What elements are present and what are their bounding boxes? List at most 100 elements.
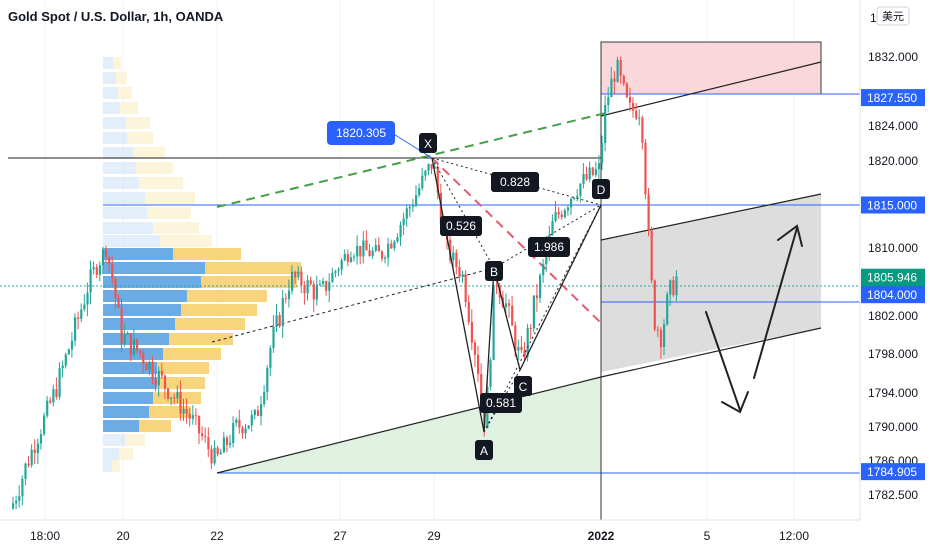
candle-body xyxy=(399,225,402,238)
candle-body xyxy=(312,284,315,300)
time-tick-label: 18:00 xyxy=(30,529,60,543)
candle-body xyxy=(139,350,142,354)
candle-body xyxy=(591,167,594,176)
candle-body xyxy=(266,367,269,393)
candle-body xyxy=(529,327,532,329)
candle-body xyxy=(101,249,105,266)
candle-body xyxy=(120,307,123,345)
candle-body xyxy=(238,419,241,428)
vp-bar xyxy=(133,147,165,159)
candle-body xyxy=(526,327,529,357)
candle-body xyxy=(163,375,167,389)
candle-body xyxy=(656,329,659,331)
candle-body xyxy=(365,240,368,251)
projection-arrows xyxy=(705,224,803,414)
price-tag-label: 1815.000 xyxy=(867,199,917,213)
currency-button[interactable]: 美元 xyxy=(876,6,910,26)
vp-bar xyxy=(103,276,201,288)
candle-body xyxy=(111,263,114,279)
candle-body xyxy=(610,78,613,98)
vp-bar xyxy=(127,132,153,144)
candle-body xyxy=(402,218,405,226)
candle-body xyxy=(294,271,297,278)
price-tick-label: 1820.000 xyxy=(868,154,918,168)
candle-body xyxy=(421,175,424,189)
price-tags: 1827.5501815.0001805.94613:081804.000178… xyxy=(861,89,925,481)
time-tick-label: 2022 xyxy=(588,529,615,543)
vp-bar xyxy=(103,57,113,69)
candle-body xyxy=(455,252,458,268)
vp-bar xyxy=(103,222,153,234)
candle-body xyxy=(263,392,266,405)
svg-text:B: B xyxy=(490,265,498,279)
vp-bar xyxy=(126,117,150,129)
candle-body xyxy=(244,428,247,434)
candle-body xyxy=(340,260,343,270)
candle-body xyxy=(349,257,353,262)
candle-body xyxy=(315,284,318,300)
time-axis[interactable] xyxy=(0,520,932,550)
vp-bar xyxy=(103,318,175,330)
candle-body xyxy=(560,214,563,218)
ratio-label-ac: 0.581 xyxy=(486,396,516,410)
candle-body xyxy=(148,361,151,371)
candle-body xyxy=(275,315,278,327)
candle-body xyxy=(393,241,396,249)
candle-body xyxy=(123,334,126,345)
candle-body xyxy=(77,317,80,319)
candle-body xyxy=(380,251,384,259)
ratio-box-bd xyxy=(528,237,570,257)
candle-body xyxy=(566,207,570,211)
candle-body xyxy=(21,478,24,497)
point-b-marker: B xyxy=(485,261,503,281)
vp-bar xyxy=(103,177,139,189)
candlesticks xyxy=(12,56,678,510)
candle-body xyxy=(542,264,545,276)
price-tick-label: 1810.000 xyxy=(868,241,918,255)
candle-body xyxy=(145,363,148,371)
vp-bar xyxy=(173,248,241,260)
candle-body xyxy=(371,250,374,257)
vp-bar xyxy=(113,57,121,69)
candle-body xyxy=(204,436,207,438)
candle-body xyxy=(359,245,362,257)
candle-body xyxy=(480,373,483,397)
candle-body xyxy=(297,271,300,278)
candle-body xyxy=(89,269,92,293)
vp-bar xyxy=(103,434,125,446)
candle-body xyxy=(318,283,322,285)
volume-profile xyxy=(103,57,301,472)
candle-body xyxy=(585,173,588,180)
candle-body xyxy=(24,463,27,479)
candle-body xyxy=(129,333,132,355)
candle-body xyxy=(253,410,256,415)
candle-body xyxy=(517,346,520,351)
candle-body xyxy=(492,285,495,360)
candle-body xyxy=(514,325,517,351)
candle-body xyxy=(650,230,653,281)
candle-body xyxy=(588,167,591,180)
reference-lines xyxy=(0,42,860,520)
vp-bar xyxy=(160,235,212,247)
candle-body xyxy=(201,433,204,437)
candle-body xyxy=(433,166,436,169)
price-tick-label: 1782.500 xyxy=(868,488,918,502)
candle-body xyxy=(306,280,309,294)
candle-body xyxy=(557,212,560,215)
vp-bar xyxy=(103,102,120,114)
candle-body xyxy=(194,415,198,417)
candle-body xyxy=(179,391,182,414)
vp-bar xyxy=(175,318,245,330)
candle-body xyxy=(337,269,340,272)
candle-body xyxy=(653,280,656,330)
candle-body xyxy=(356,245,359,257)
candle-body xyxy=(430,164,433,169)
candle-body xyxy=(418,188,421,196)
vp-bar xyxy=(103,117,126,129)
vp-bar xyxy=(136,162,173,174)
vp-bar xyxy=(139,420,171,432)
price-tag-label: 1805.946 xyxy=(867,271,917,285)
candle-body xyxy=(461,274,464,277)
svg-text:D: D xyxy=(597,183,606,197)
